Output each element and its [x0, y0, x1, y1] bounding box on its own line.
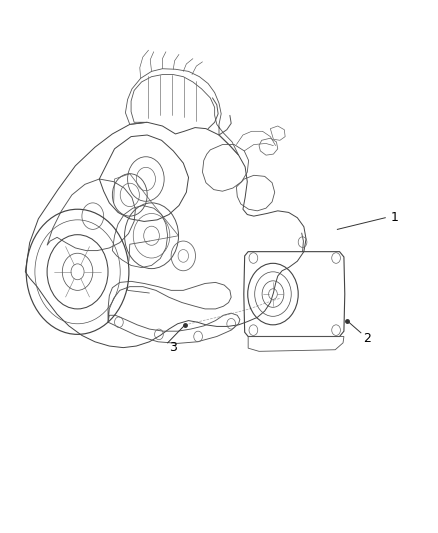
Text: 1: 1	[391, 211, 399, 224]
Text: 2: 2	[363, 332, 371, 344]
Text: 3: 3	[170, 341, 177, 354]
